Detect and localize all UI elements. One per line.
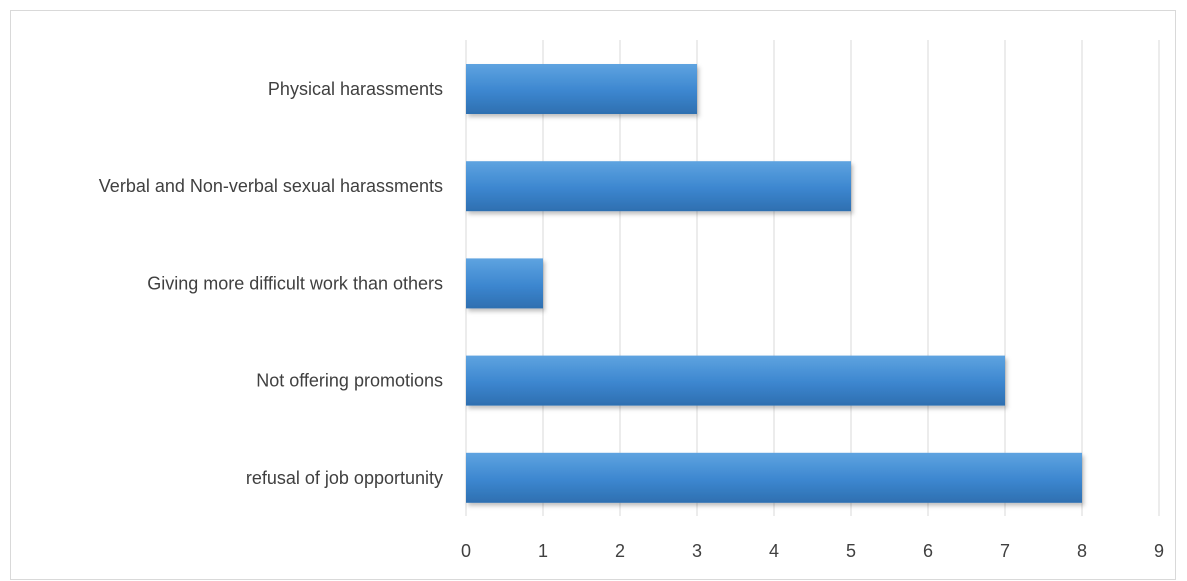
category-label-1: Verbal and Non-verbal sexual harassments [99,176,443,196]
bar-2 [466,258,543,309]
bar-1 [466,161,851,212]
x-tick-labels: 0 1 2 3 4 5 6 7 8 9 [461,541,1164,561]
x-tick-label-6: 6 [923,541,933,561]
category-label-2: Giving more difficult work than others [147,273,443,293]
x-tick-label-0: 0 [461,541,471,561]
x-tick-label-2: 2 [615,541,625,561]
x-tick-label-8: 8 [1077,541,1087,561]
gridlines [465,40,1160,516]
bar-0 [466,64,697,114]
bar-3 [466,355,1005,406]
x-tick-label-3: 3 [692,541,702,561]
x-tick-label-7: 7 [1000,541,1010,561]
bars [466,64,1082,503]
x-tick-label-9: 9 [1154,541,1164,561]
category-label-0: Physical harassments [268,79,443,99]
x-tick-label-4: 4 [769,541,779,561]
category-labels: Physical harassments Verbal and Non-verba… [99,79,443,488]
x-tick-label-5: 5 [846,541,856,561]
bar-4 [466,452,1082,503]
category-label-4: refusal of job opportunity [246,468,443,488]
category-label-3: Not offering promotions [256,371,443,391]
x-tick-label-1: 1 [538,541,548,561]
